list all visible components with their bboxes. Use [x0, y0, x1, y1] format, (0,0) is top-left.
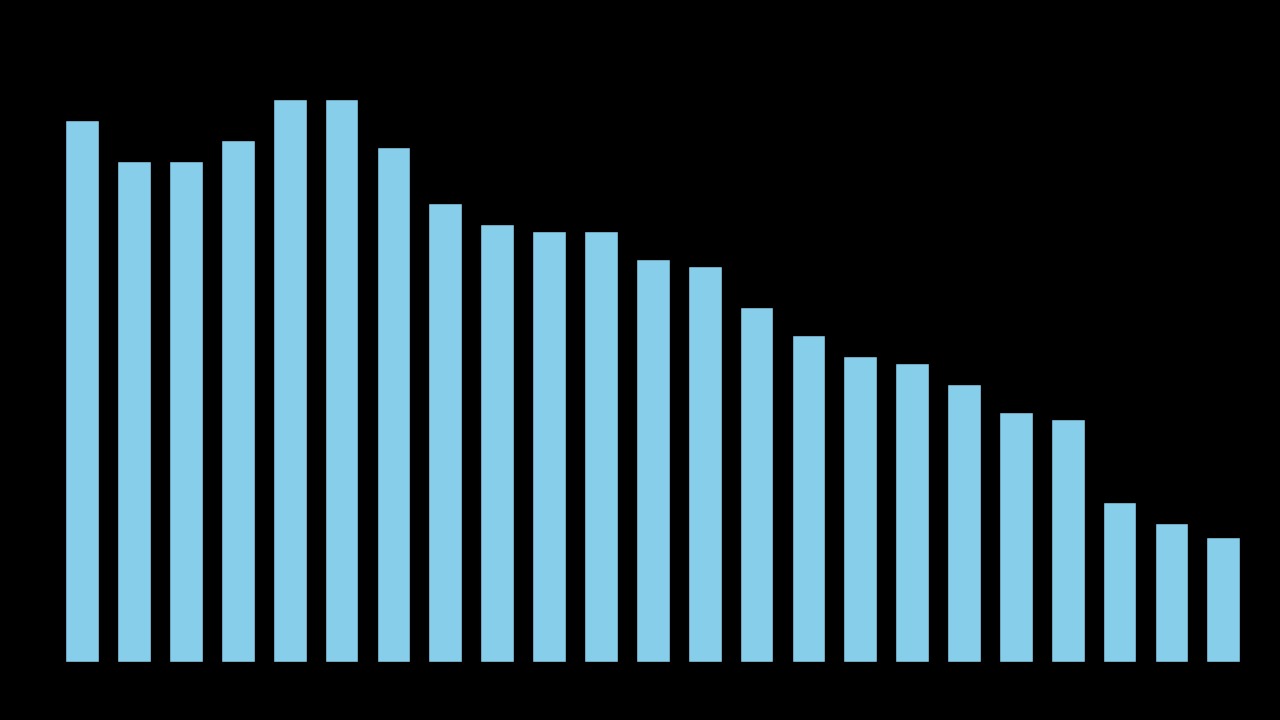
Bar — [325, 99, 358, 662]
Bar — [1207, 537, 1240, 662]
Bar — [429, 203, 462, 662]
Bar — [895, 363, 929, 662]
Bar — [1102, 503, 1137, 662]
Bar — [118, 161, 151, 662]
Bar — [740, 307, 773, 662]
Bar — [221, 140, 255, 662]
Bar — [65, 120, 99, 662]
Bar — [584, 231, 618, 662]
Bar — [273, 99, 307, 662]
Bar — [1051, 419, 1084, 662]
Bar — [791, 336, 826, 662]
Bar — [169, 161, 204, 662]
Bar — [532, 231, 566, 662]
Bar — [376, 148, 411, 662]
Bar — [844, 356, 877, 662]
Bar — [947, 384, 980, 662]
Bar — [1155, 523, 1188, 662]
Bar — [636, 258, 669, 662]
Bar — [687, 266, 722, 662]
Bar — [480, 224, 515, 662]
Bar — [998, 412, 1033, 662]
